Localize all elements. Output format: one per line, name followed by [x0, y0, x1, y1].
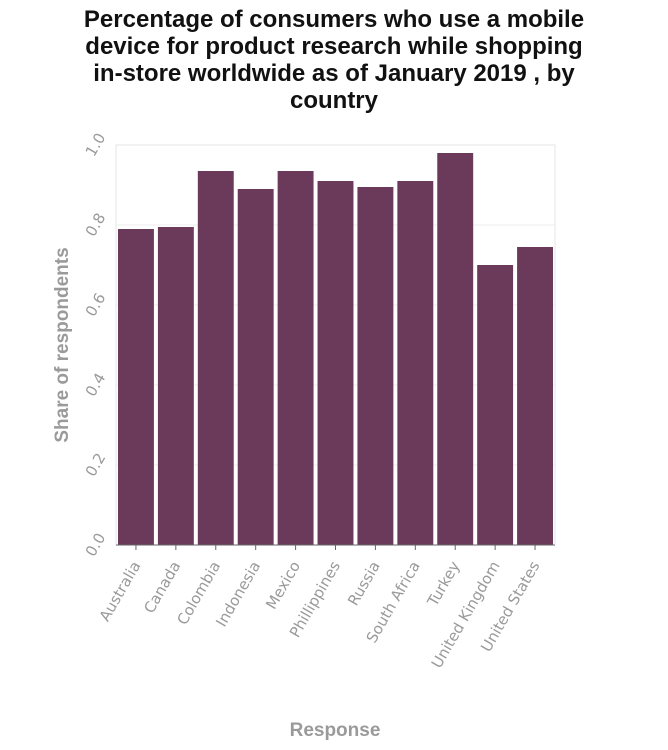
chart-title-line: country: [289, 87, 378, 114]
x-tick-label: Turkey: [423, 558, 464, 610]
bar: [237, 189, 274, 545]
bar: [357, 187, 394, 545]
x-tick-label: Canada: [140, 558, 184, 616]
bar: [117, 229, 154, 545]
x-tick-label: Russia: [344, 558, 384, 609]
chart-title-line: Percentage of consumers who use a mobile: [83, 6, 585, 33]
x-tick-label: Australia: [96, 558, 145, 624]
x-tick-label: Mexico: [262, 558, 304, 612]
y-tick-label: 0.6: [82, 290, 110, 320]
x-tick-labels: AustraliaCanadaColombiaIndonesiaMexicoPh…: [96, 558, 544, 671]
y-tick-label: 0.2: [82, 450, 110, 480]
chart-title: Percentage of consumers who use a mobile…: [0, 6, 668, 114]
bar: [157, 227, 194, 545]
y-tick-label: 0.8: [82, 210, 110, 240]
chart-title-line: device for product research while shoppi…: [85, 33, 583, 60]
bar: [437, 153, 474, 545]
bar: [477, 265, 514, 545]
y-axis-title: Share of respondents: [52, 247, 73, 442]
bar: [317, 181, 354, 545]
x-axis-title: Response: [290, 720, 381, 741]
chart-title-line: in-store worldwide as of January 2019 , …: [93, 60, 575, 87]
bars: [117, 153, 554, 545]
bar: [197, 171, 234, 545]
bar: [277, 171, 314, 545]
y-tick-label: 0.4: [82, 370, 110, 400]
axes: [116, 544, 555, 550]
y-tick-label: 1.0: [82, 130, 110, 160]
y-tick-labels: 0.0 0.2 0.4 0.6 0.8 1.0: [82, 130, 110, 560]
bar: [397, 181, 434, 545]
bar: [517, 247, 554, 545]
y-tick-label: 0.0: [82, 530, 110, 560]
